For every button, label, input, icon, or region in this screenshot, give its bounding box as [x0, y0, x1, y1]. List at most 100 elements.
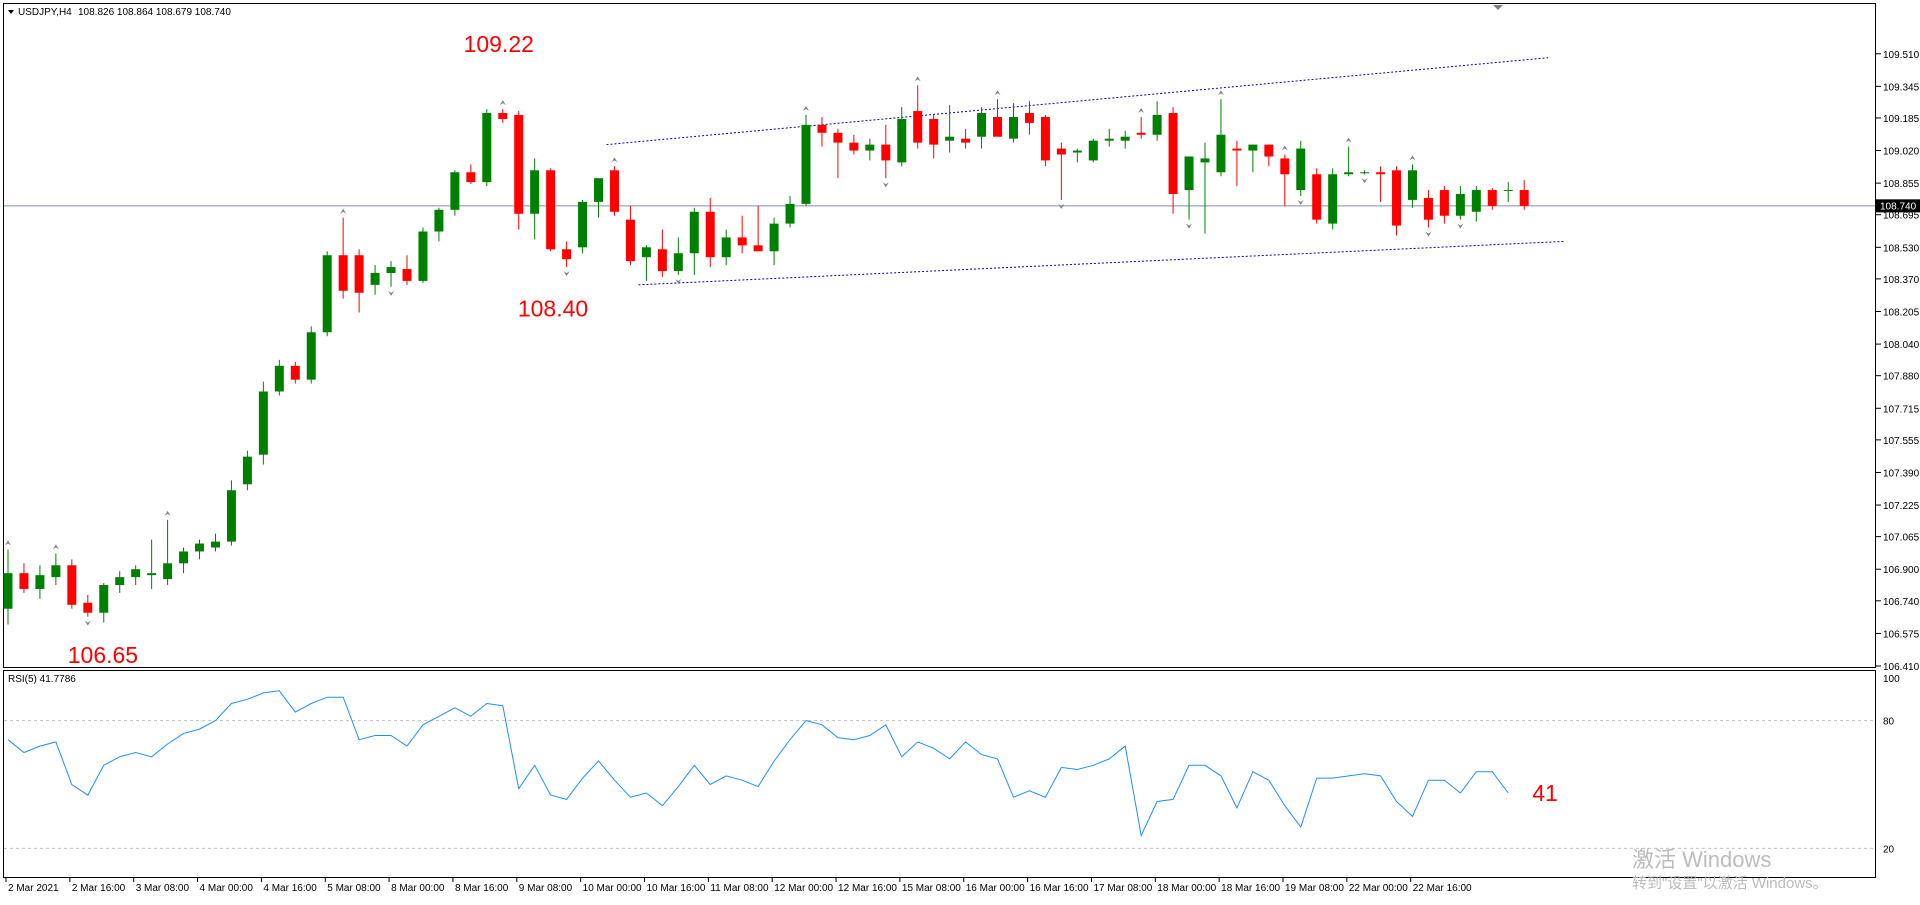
fractal-up-icon	[1345, 137, 1352, 143]
time-tick-label: 10 Mar 16:00	[647, 883, 706, 894]
time-tick-label: 8 Mar 00:00	[391, 883, 445, 894]
candle	[1439, 186, 1449, 224]
triangle-down-icon[interactable]	[8, 10, 14, 14]
candle	[1519, 180, 1529, 210]
fractal-down-icon	[1297, 199, 1304, 205]
candle	[163, 519, 173, 586]
candle	[673, 237, 683, 275]
trend-channel	[606, 57, 1565, 286]
candle	[1344, 146, 1354, 177]
time-tick-label: 19 Mar 08:00	[1285, 883, 1344, 894]
candle	[450, 170, 460, 216]
candle	[498, 109, 508, 123]
price-tick-label: 109.510	[1883, 50, 1920, 61]
candle	[1088, 138, 1098, 163]
candle	[705, 197, 715, 268]
current-price-label: 108.740	[1876, 199, 1920, 213]
candle	[833, 128, 843, 179]
candle	[530, 158, 540, 240]
candle	[147, 539, 157, 589]
candle	[1216, 99, 1226, 177]
rsi-title: RSI(5) 41.7786	[8, 674, 76, 685]
rsi-tick-label: 80	[1883, 717, 1895, 728]
price-tick-label: 106.575	[1883, 629, 1920, 640]
candle	[1200, 142, 1210, 234]
time-tick-label: 12 Mar 00:00	[774, 883, 833, 894]
price-tick-label: 108.205	[1883, 308, 1920, 319]
candle	[1312, 168, 1322, 224]
ohlc-readout: 108.826 108.864 108.679 108.740	[78, 7, 231, 18]
price-tick-label: 107.880	[1883, 372, 1920, 383]
price-tick-label: 107.555	[1883, 436, 1920, 447]
candle	[801, 114, 811, 206]
candle	[578, 199, 588, 254]
rsi-tick-label: 100	[1883, 674, 1900, 685]
candle	[514, 111, 524, 230]
candle	[1296, 140, 1306, 196]
candle	[737, 215, 747, 254]
fractal-down-icon	[1361, 178, 1368, 184]
fractal-up-icon	[164, 510, 171, 516]
main-panel-border	[3, 3, 1876, 668]
candle	[562, 241, 572, 268]
candle	[67, 559, 77, 609]
candle	[929, 114, 939, 159]
candle	[977, 107, 987, 149]
candle	[370, 265, 380, 295]
candle	[35, 565, 45, 599]
price-tick-label: 108.855	[1883, 179, 1920, 190]
candle	[3, 549, 13, 625]
candle	[546, 168, 556, 252]
candle	[354, 249, 364, 313]
price-annotations: 109.22 108.40 106.65	[68, 31, 588, 668]
fractal-up-icon	[1281, 145, 1288, 151]
fractal-down-icon	[84, 620, 91, 626]
candle	[131, 565, 141, 586]
price-tick-label: 109.345	[1883, 82, 1920, 93]
candle	[1104, 128, 1114, 147]
svg-text:转到"设置"以激活 Windows。: 转到"设置"以激活 Windows。	[1632, 875, 1828, 892]
price-tick-label: 108.370	[1883, 275, 1920, 286]
time-tick-label: 22 Mar 00:00	[1349, 883, 1408, 894]
candle	[1072, 148, 1082, 163]
price-tick-label: 106.900	[1883, 565, 1920, 576]
channel-lower-line	[638, 240, 1565, 286]
candle	[290, 361, 300, 384]
price-tick-label: 108.530	[1883, 243, 1920, 254]
price-tick-label: 108.040	[1883, 340, 1920, 351]
candle	[226, 480, 236, 546]
time-tick-label: 18 Mar 00:00	[1157, 883, 1216, 894]
price-annotation: 108.40	[518, 296, 588, 322]
candle	[1232, 140, 1242, 187]
fractal-down-icon	[1425, 231, 1432, 237]
time-tick-label: 3 Mar 08:00	[136, 883, 190, 894]
candle	[306, 326, 316, 384]
candle	[1487, 188, 1497, 210]
time-tick-label: 15 Mar 08:00	[902, 883, 961, 894]
time-tick-label: 17 Mar 08:00	[1093, 883, 1152, 894]
candle	[785, 195, 795, 228]
candle	[402, 255, 412, 285]
fractal-up-icon	[611, 157, 618, 163]
chart-header: USDJPY,H4 108.826 108.864 108.679 108.74…	[8, 5, 1503, 18]
candle	[258, 381, 268, 465]
fractal-up-icon	[1217, 90, 1224, 96]
fractal-up-icon	[52, 544, 59, 550]
time-tick-label: 10 Mar 00:00	[583, 883, 642, 894]
fractal-up-icon	[914, 76, 921, 82]
candle	[721, 229, 731, 266]
time-tick-label: 16 Mar 16:00	[1030, 883, 1089, 894]
rsi-tick-label: 20	[1883, 844, 1895, 855]
fractal-down-icon	[1058, 203, 1065, 209]
svg-text:108.740: 108.740	[1880, 201, 1917, 212]
candle	[865, 138, 875, 161]
candle	[1455, 186, 1465, 220]
rsi-line	[7, 690, 1509, 838]
candle	[1328, 168, 1338, 230]
channel-upper-line	[606, 57, 1549, 146]
candles	[3, 85, 1529, 625]
fractal-up-icon	[994, 90, 1001, 96]
candle	[51, 553, 61, 586]
candle	[1471, 186, 1481, 222]
